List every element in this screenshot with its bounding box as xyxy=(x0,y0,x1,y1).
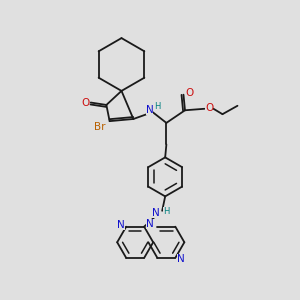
Text: O: O xyxy=(185,88,193,98)
Text: H: H xyxy=(163,207,170,216)
Text: H: H xyxy=(154,103,161,112)
Text: Br: Br xyxy=(94,122,106,131)
Text: N: N xyxy=(117,220,125,230)
Text: N: N xyxy=(152,208,160,218)
Text: O: O xyxy=(205,103,213,112)
Text: N: N xyxy=(146,105,154,115)
Text: N: N xyxy=(146,219,154,229)
Text: N: N xyxy=(177,254,184,264)
Text: O: O xyxy=(81,98,89,107)
